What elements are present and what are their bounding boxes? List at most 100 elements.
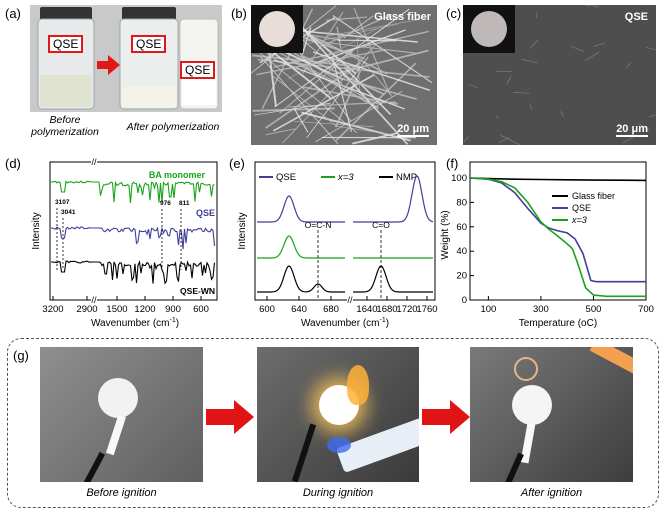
plot-frame — [254, 161, 436, 301]
y-tick-label: 40 — [456, 246, 467, 257]
x-tick-label: 1640 — [356, 304, 377, 315]
axis-break — [91, 295, 97, 305]
series-line-1 — [469, 177, 646, 283]
x-tick-label: 1720 — [396, 304, 417, 315]
fiber-strand — [306, 56, 369, 139]
series-line-0 — [469, 177, 647, 182]
y-tick-label: 100 — [451, 173, 467, 184]
fiber-strand — [301, 111, 411, 142]
fiber-strand — [337, 39, 397, 42]
surface-streak — [571, 45, 584, 52]
fiber-strand — [315, 90, 403, 143]
surface-streak — [625, 62, 631, 70]
fiber-strand — [302, 86, 399, 105]
qse-texture — [463, 5, 656, 145]
panel-label-e: (e) — [229, 156, 245, 171]
arrow-right-icon — [422, 400, 470, 434]
fiber-strand — [256, 49, 386, 76]
caption-after-polymerization: After polymerization — [126, 121, 220, 133]
inset-photo-b — [251, 5, 303, 53]
series-line-0 — [353, 175, 434, 223]
series-line-2 — [353, 265, 433, 293]
panel-label-f: (f) — [446, 156, 459, 171]
series-line-1 — [51, 226, 216, 250]
legend-label: x=3 — [571, 215, 587, 225]
fiber-strand — [265, 61, 362, 129]
surface-streak — [592, 42, 606, 47]
y-tick-label: 0 — [462, 295, 467, 306]
x-tick-label: 500 — [586, 304, 602, 315]
x-tick-label: 1200 — [134, 304, 155, 315]
series-line-1 — [257, 235, 345, 259]
x-tick-label: 300 — [533, 304, 549, 315]
vial-label-1: QSE — [48, 35, 84, 53]
fiber-strand — [252, 107, 335, 112]
legend-label: QSE — [196, 208, 215, 218]
panel-g-frame — [7, 338, 659, 508]
x-tick-label: 3200 — [42, 304, 63, 315]
caption-before-ignition: Before ignition — [86, 487, 157, 499]
peak-annotation: 3107 — [55, 199, 70, 206]
caption-before-polymerization: Before polymerization — [31, 114, 99, 138]
scale-bar-b: 20 μm — [397, 123, 429, 137]
fiber-strand — [300, 54, 385, 96]
fiber-strand — [336, 26, 342, 49]
surface-streak — [584, 5, 590, 7]
fiber-strand — [254, 48, 358, 134]
series-line-0 — [51, 180, 215, 204]
peak-annotation: O=C-N — [305, 220, 332, 230]
x-tick-label: 900 — [165, 304, 181, 315]
fiber-strand — [335, 62, 417, 141]
axis-break-mark: // — [91, 157, 97, 167]
x-tick-label: 100 — [480, 304, 496, 315]
fiber-strand — [352, 132, 398, 145]
surface-streak — [530, 39, 539, 49]
plot-frame — [469, 161, 647, 301]
y-tick-label: 60 — [456, 222, 467, 233]
series-line-0 — [257, 195, 345, 223]
vial-label-3: QSE — [180, 61, 216, 79]
x-tick-label: 640 — [291, 304, 307, 315]
fiber-strand — [334, 125, 392, 135]
panel-label-d: (d) — [5, 156, 21, 171]
peak-annotation: C=O — [372, 220, 390, 230]
fiber-strand — [281, 5, 409, 145]
sem-title-c: QSE — [624, 11, 648, 23]
series-line-2 — [257, 265, 345, 293]
surface-streak — [638, 123, 651, 131]
y-axis-label: Intensity — [31, 212, 42, 249]
fiber-strand — [254, 102, 331, 116]
x-tick-label: 600 — [193, 304, 209, 315]
surface-streak — [646, 47, 656, 51]
surface-streak — [500, 134, 521, 145]
fiber-strand — [312, 51, 431, 91]
surface-streak — [560, 110, 565, 117]
panel-a-photo: QSE QSE QSE — [30, 5, 222, 112]
fiber-strand — [343, 66, 392, 116]
fiber-strand — [265, 128, 296, 136]
series-line-2 — [469, 177, 646, 298]
panel-label-b: (b) — [231, 6, 247, 21]
x-tick-label: 1500 — [106, 304, 127, 315]
legend-label: QSE — [572, 203, 591, 213]
x-tick-label: 680 — [323, 304, 339, 315]
caption-after-ignition: After ignition — [520, 487, 583, 499]
surface-streak — [622, 136, 634, 144]
y-tick-label: 80 — [456, 197, 467, 208]
legend-label: NMP — [396, 172, 417, 183]
fiber-strand — [297, 38, 417, 54]
surface-streak — [521, 58, 538, 64]
surface-streak — [588, 5, 600, 8]
axis-break — [91, 157, 97, 167]
x-tick-label: 600 — [259, 304, 275, 315]
fiber-strand — [336, 76, 417, 100]
peak-annotation: 811 — [179, 200, 190, 207]
fiber-strand — [293, 108, 309, 133]
fiber-strand — [326, 19, 419, 37]
fiber-strand — [290, 59, 380, 110]
y-axis-label: Intensity — [237, 212, 248, 249]
fiber-strand — [270, 74, 337, 127]
fiber-strand — [301, 27, 312, 55]
surface-streak — [649, 114, 656, 118]
